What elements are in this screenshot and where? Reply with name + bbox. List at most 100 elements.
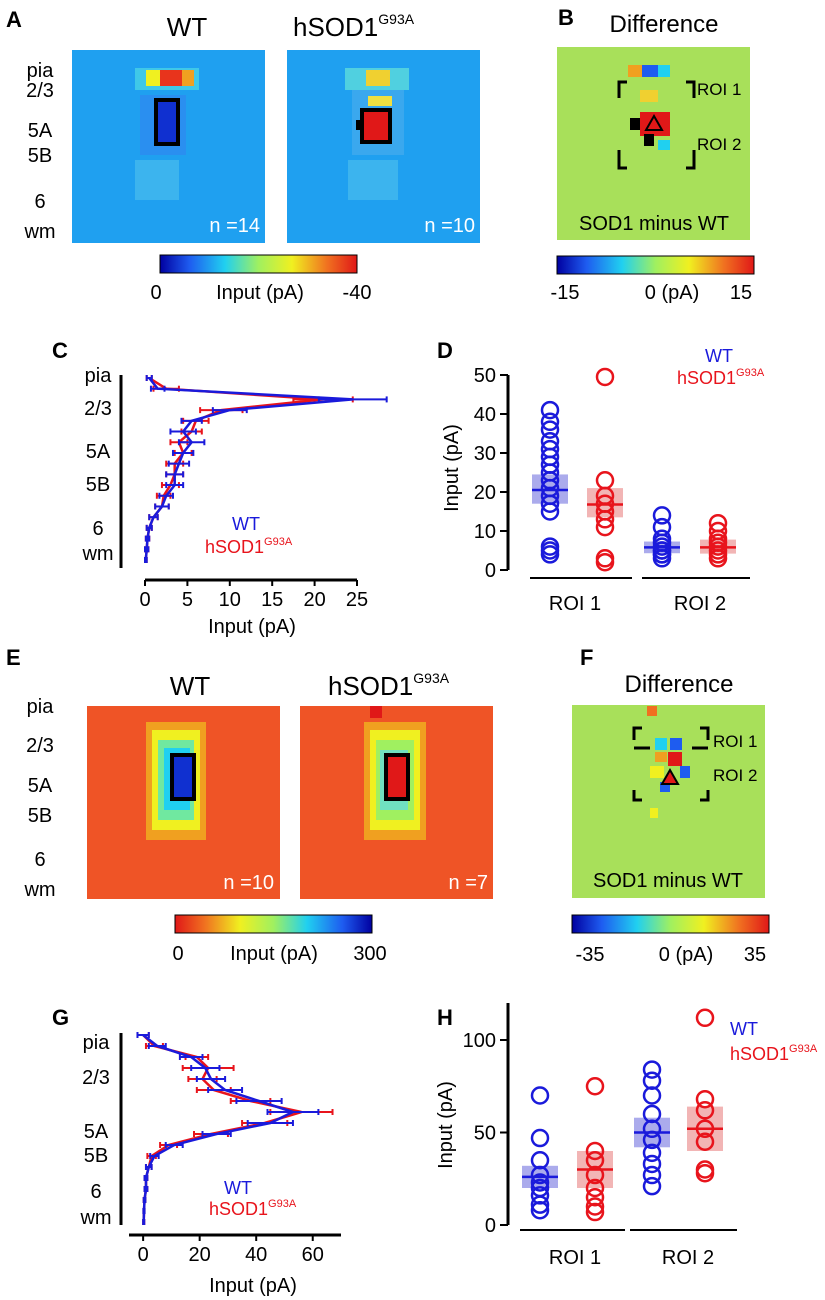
colorbar-f-label: 0 (pA) — [659, 944, 713, 966]
colorbar-a-max: -40 — [343, 282, 372, 304]
roi1-label-b: ROI 1 — [697, 80, 741, 99]
panel-letter-a: A — [6, 7, 22, 32]
colorbar-a-min: 0 — [150, 282, 161, 304]
series-line-sod1 — [142, 1034, 302, 1223]
panel-g-layer-5a: 5A — [84, 1121, 109, 1143]
colorbar-f — [571, 914, 770, 934]
y-tick-label: 40 — [474, 404, 496, 426]
layer-label-pia: pia — [27, 60, 55, 82]
heatmap-b — [557, 47, 750, 240]
panel-b: B Difference ROI 1 ROI 2 SOD1 minus WT -… — [551, 5, 755, 304]
roi2-label-b: ROI 2 — [697, 135, 741, 154]
x-tick-label: 20 — [303, 589, 325, 611]
layer-label-6: 6 — [34, 191, 45, 213]
series-line-wt — [144, 377, 353, 561]
panel-a: A WT hSOD1G93A pia 2/3 5A 5B 6 wm n =14 — [6, 7, 480, 304]
roi-brackets-b — [617, 80, 696, 170]
data-point — [642, 1060, 662, 1079]
data-point — [530, 1200, 550, 1220]
x-tick-label: 15 — [261, 589, 283, 611]
panel-d-group-roi1: ROI 1 — [549, 593, 601, 615]
heatmap-a-wt-n: n =14 — [209, 215, 260, 237]
x-tick-label: 20 — [189, 1244, 211, 1266]
data-point — [642, 1154, 662, 1174]
panel-h: H 0 50 100 Input (pA) WT hSOD1G93A ROI 1 R… — [435, 1003, 818, 1269]
panel-d-legend-sod1: hSOD1G93A — [677, 367, 765, 388]
panel-e-title-sod1: hSOD1G93A — [328, 670, 450, 701]
data-point — [530, 1173, 550, 1192]
panel-e-layer-2-3: 2/3 — [26, 735, 54, 757]
panel-letter-c: C — [52, 338, 68, 363]
colorbar-e-label: Input (pA) — [230, 943, 318, 965]
panel-f: F Difference ROI 1 ROI 2 SOD1 minus WT — [571, 645, 770, 966]
panel-h-legend-sod1: hSOD1G93A — [730, 1043, 818, 1064]
data-point — [530, 1165, 550, 1185]
panel-b-caption: SOD1 minus WT — [579, 213, 729, 235]
data-point — [642, 1086, 662, 1105]
panel-h-ylabel: Input (pA) — [435, 1081, 457, 1169]
series-line-wt — [142, 1034, 297, 1223]
panel-g-legend-wt: WT — [224, 1178, 252, 1198]
data-point — [585, 1197, 605, 1216]
data-point — [695, 1008, 715, 1028]
data-point — [595, 471, 615, 490]
panel-c-layer-6: 6 — [92, 518, 103, 540]
panel-c-legend-sod1: hSOD1G93A — [205, 536, 293, 557]
panel-letter-e: E — [6, 645, 21, 670]
data-point — [530, 1195, 550, 1214]
x-tick-label: 40 — [245, 1244, 267, 1266]
panel-letter-h: H — [437, 1005, 453, 1030]
data-point — [585, 1202, 605, 1222]
panel-e-layer-5a: 5A — [28, 775, 53, 797]
x-tick-label: 0 — [138, 1244, 149, 1266]
panel-h-group-roi2: ROI 2 — [662, 1247, 714, 1269]
data-point — [540, 400, 560, 420]
colorbar-e-min: 0 — [172, 943, 183, 965]
panel-g-legend-sod1: hSOD1G93A — [209, 1198, 297, 1219]
panel-g-plot: 0 20 40 60 — [129, 1032, 341, 1266]
data-point — [695, 1160, 715, 1179]
data-point — [595, 517, 615, 537]
panel-g-layer-5b: 5B — [84, 1145, 108, 1167]
panel-a-title-wt: WT — [167, 12, 208, 42]
panel-c-layer-2-3: 2/3 — [84, 398, 112, 420]
x-tick-label: 5 — [182, 589, 193, 611]
panel-c-legend-wt: WT — [232, 514, 260, 534]
data-point — [595, 552, 615, 572]
panel-a-title-sod1: hSOD1G93A — [293, 11, 415, 42]
data-point — [540, 412, 560, 432]
panel-g-xlabel: Input (pA) — [209, 1275, 297, 1297]
data-point — [642, 1143, 662, 1163]
layer-label-wm: wm — [23, 221, 55, 243]
y-tick-label: 0 — [485, 1215, 496, 1237]
data-point — [642, 1119, 662, 1139]
panel-d: D 0 10 20 30 40 50 Input (pA) WT hSOD1G93A RO… — [437, 338, 765, 615]
panel-d-group-roi2: ROI 2 — [674, 593, 726, 615]
colorbar-f-min: -35 — [576, 944, 605, 966]
panel-h-plot: 0 50 100 — [463, 1003, 737, 1237]
heatmap-e-wt-n: n =10 — [223, 872, 274, 894]
data-point — [595, 510, 615, 529]
data-point — [642, 1176, 662, 1196]
heatmap-f — [572, 705, 765, 898]
data-point — [585, 1077, 605, 1096]
data-point — [695, 1163, 715, 1183]
heatmap-e-wt — [87, 706, 280, 899]
data-point — [585, 1178, 605, 1198]
panel-g-layer-pia: pia — [83, 1032, 111, 1054]
panel-letter-g: G — [52, 1005, 69, 1030]
panel-e-title-wt: WT — [170, 671, 211, 701]
x-tick-label: 0 — [139, 589, 150, 611]
data-point — [585, 1141, 605, 1161]
heatmap-e-sod1-n: n =7 — [449, 872, 488, 894]
panel-e-layer-5b: 5B — [28, 805, 52, 827]
data-point — [652, 549, 672, 568]
data-point — [595, 367, 615, 387]
y-tick-label: 0 — [485, 560, 496, 582]
y-tick-label: 30 — [474, 443, 496, 465]
heatmap-e-sod1 — [300, 706, 493, 899]
heatmap-a-sod1-n: n =10 — [424, 215, 475, 237]
panel-letter-d: D — [437, 338, 453, 363]
y-tick-label: 50 — [474, 1123, 496, 1145]
panel-c-layer-5b: 5B — [86, 474, 110, 496]
